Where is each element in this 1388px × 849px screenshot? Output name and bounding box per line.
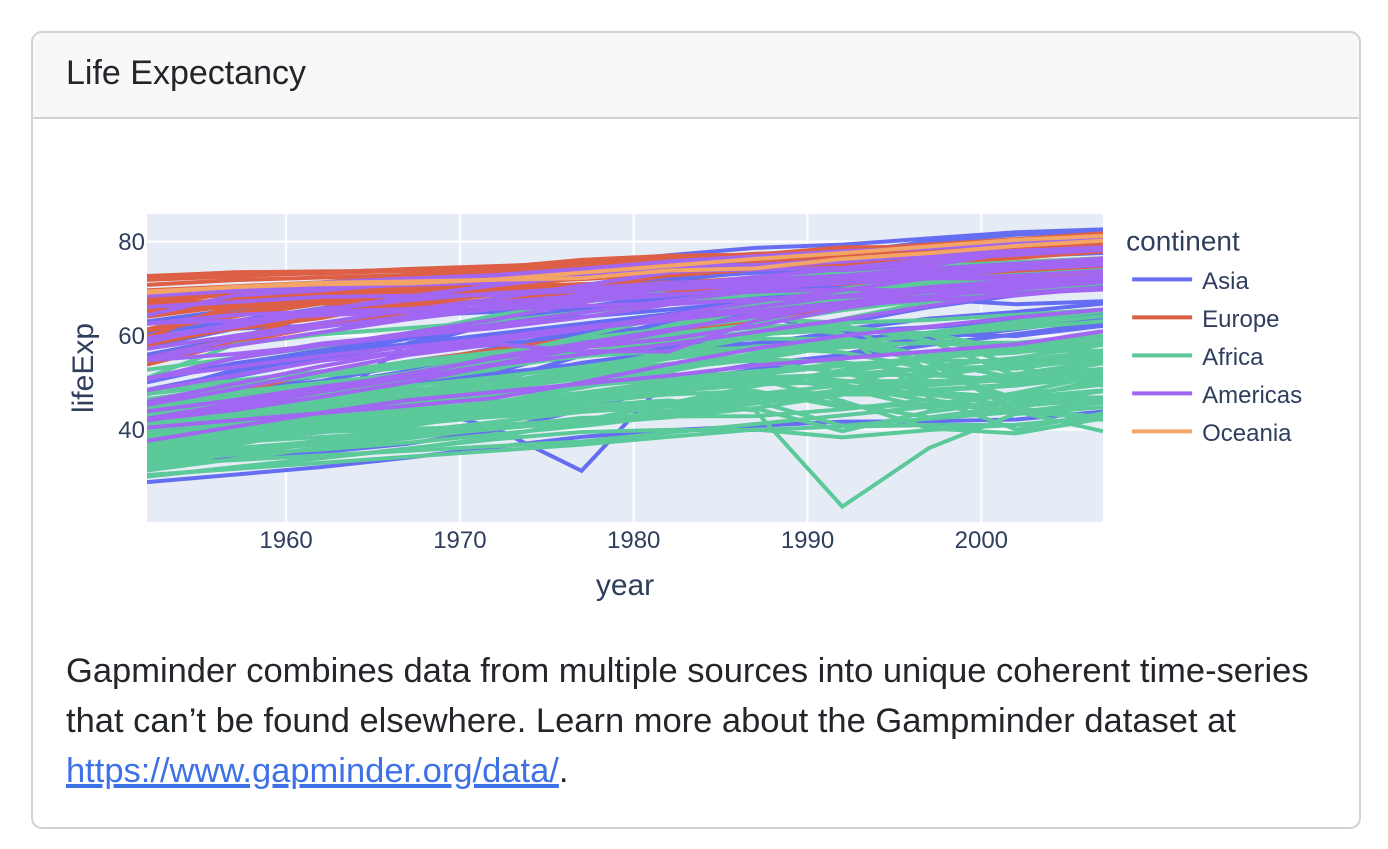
svg-text:1990: 1990 — [781, 527, 834, 554]
svg-text:year: year — [596, 569, 654, 602]
svg-text:60: 60 — [118, 323, 145, 350]
svg-text:Europe: Europe — [1202, 306, 1279, 333]
svg-text:1980: 1980 — [607, 527, 660, 554]
svg-text:1970: 1970 — [433, 527, 486, 554]
svg-text:Africa: Africa — [1202, 344, 1264, 371]
svg-text:40: 40 — [118, 417, 145, 444]
svg-text:continent: continent — [1126, 225, 1240, 256]
svg-text:Asia: Asia — [1202, 268, 1249, 295]
svg-text:80: 80 — [118, 229, 145, 256]
svg-text:lifeExp: lifeExp — [67, 323, 100, 413]
svg-text:1960: 1960 — [259, 527, 312, 554]
svg-text:2000: 2000 — [955, 527, 1008, 554]
svg-text:Americas: Americas — [1202, 382, 1302, 409]
svg-text:Oceania: Oceania — [1202, 420, 1292, 447]
